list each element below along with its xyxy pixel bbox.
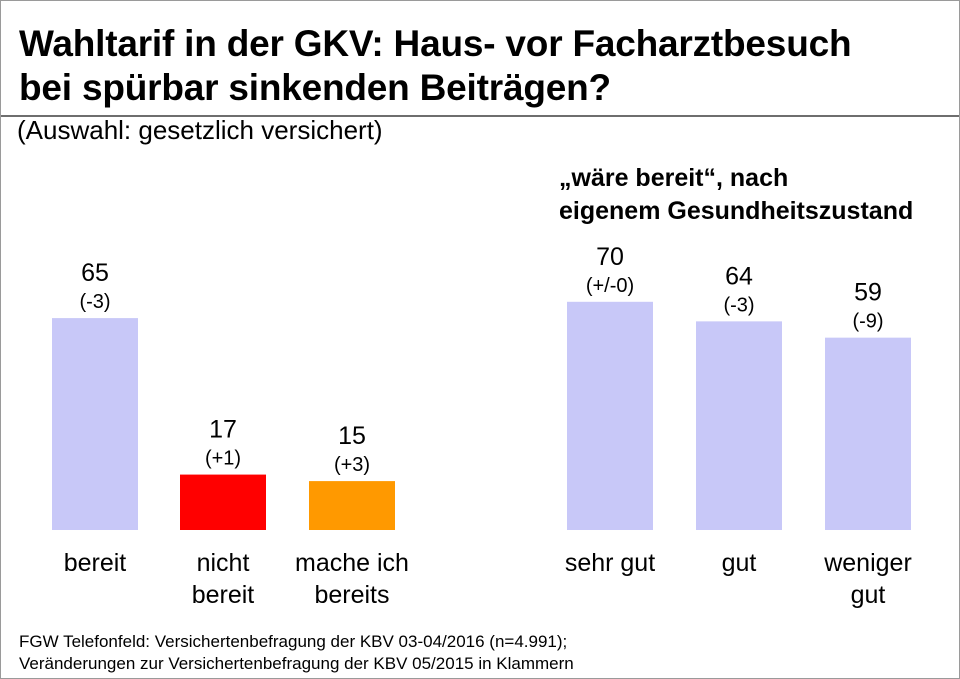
group-heading-line-1: „wäre bereit“, nach [559,164,789,192]
category-label-0-2-1: bereits [314,581,389,609]
chart-subtitle: (Auswahl: gesetzlich versichert) [17,115,383,145]
chart-title-line-1: Wahltarif in der GKV: Haus- vor Facharzt… [19,23,852,64]
value-label-0-2: 15 [338,422,366,450]
bar-0-2 [309,481,395,530]
footer-source-line-1: FGW Telefonfeld: Versichertenbefragung d… [19,632,568,651]
title-box: Wahltarif in der GKV: Haus- vor Facharzt… [1,1,959,117]
change-label-1-2: (-9) [852,311,883,333]
value-label-1-0: 70 [596,243,624,271]
change-label-0-1: (+1) [205,448,241,470]
change-label-0-0: (-3) [79,291,110,313]
category-label-0-1-1: bereit [192,581,255,609]
bar-0-1 [180,474,266,530]
bar-0-0 [52,318,138,530]
category-label-1-2-1: gut [851,581,886,609]
category-label-1-1-0: gut [722,549,757,577]
change-label-1-0: (+/-0) [586,275,634,297]
bar-1-1 [696,321,782,530]
change-label-1-1: (-3) [723,294,754,316]
value-label-0-1: 17 [209,416,237,444]
group-heading-line-2: eigenem Gesundheitszustand [559,197,914,225]
footer-source-line-2: Veränderungen zur Versichertenbefragung … [19,654,574,673]
category-label-0-0-0: bereit [64,549,127,577]
chart-title-line-2: bei spürbar sinkenden Beiträgen? [19,67,611,108]
bar-1-2 [825,337,911,530]
change-label-0-2: (+3) [334,454,370,476]
category-label-1-2-0: weniger [823,549,912,577]
bar-1-0 [567,301,653,530]
value-label-0-0: 65 [81,259,109,287]
category-label-0-1-0: nicht [197,549,250,577]
value-label-1-1: 64 [725,262,753,290]
value-label-1-2: 59 [854,279,882,307]
category-label-1-0-0: sehr gut [565,549,655,577]
category-label-0-2-0: mache ich [295,549,409,577]
